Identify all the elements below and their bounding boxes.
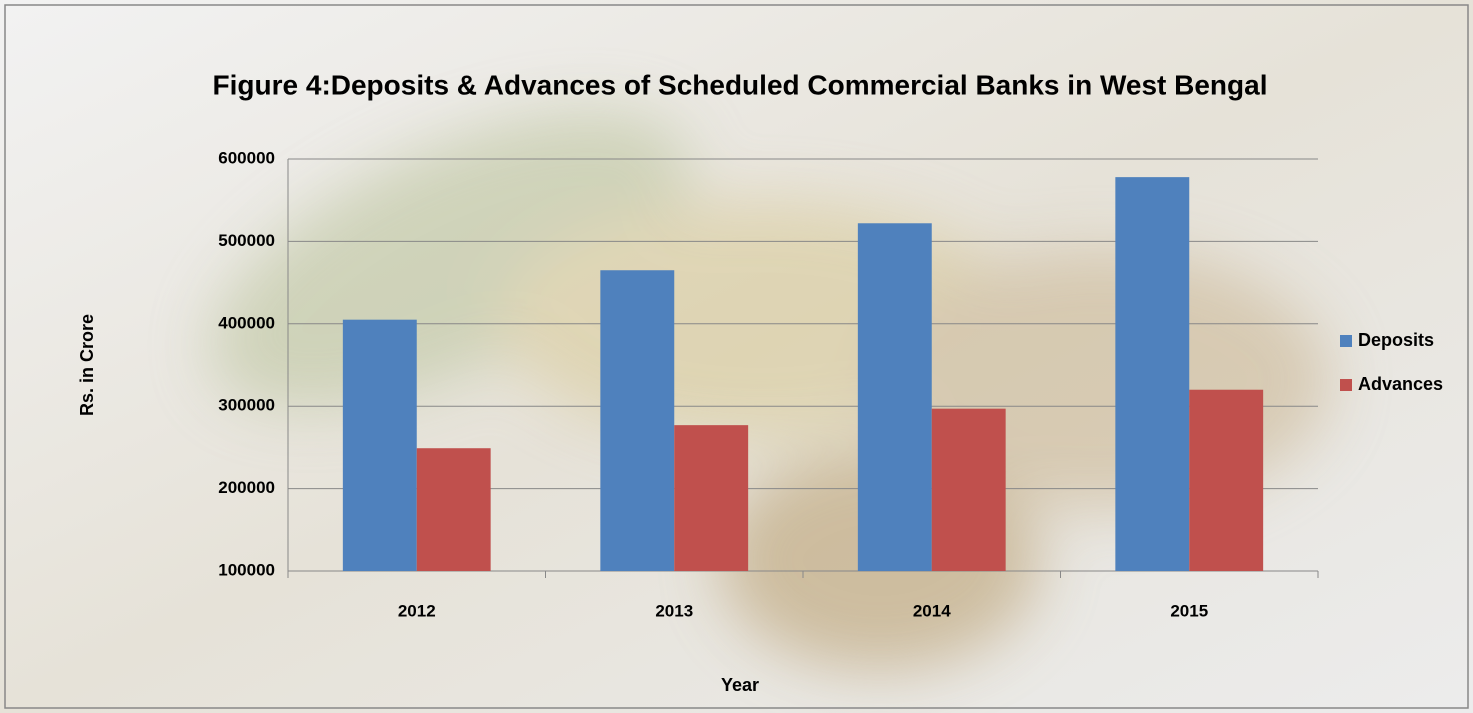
legend-swatch: [1340, 335, 1352, 347]
legend-swatch: [1340, 379, 1352, 391]
bar: [416, 448, 491, 571]
x-axis-label: Year: [721, 675, 759, 695]
y-axis-label: Rs. in Crore: [77, 314, 97, 416]
y-tick-label: 500000: [218, 231, 275, 250]
y-tick-label: 400000: [218, 313, 275, 332]
bar: [857, 223, 932, 571]
x-tick-label: 2013: [655, 601, 693, 620]
legend-label: Deposits: [1358, 330, 1434, 350]
bar: [600, 270, 675, 571]
y-tick-label: 200000: [218, 478, 275, 497]
bar: [1115, 177, 1190, 572]
x-tick-label: 2015: [1170, 601, 1208, 620]
y-tick-label: 600000: [218, 148, 275, 167]
x-tick-label: 2014: [913, 601, 951, 620]
legend-label: Advances: [1358, 374, 1443, 394]
y-tick-label: 300000: [218, 396, 275, 415]
frame: [4, 4, 1469, 709]
bar: [931, 408, 1006, 571]
x-tick-label: 2012: [398, 601, 436, 620]
bar: [674, 425, 749, 571]
bar: [1189, 389, 1264, 571]
y-tick-label: 100000: [218, 560, 275, 579]
chart-title: Figure 4:Deposits & Advances of Schedule…: [213, 69, 1268, 100]
bar: [342, 319, 417, 571]
